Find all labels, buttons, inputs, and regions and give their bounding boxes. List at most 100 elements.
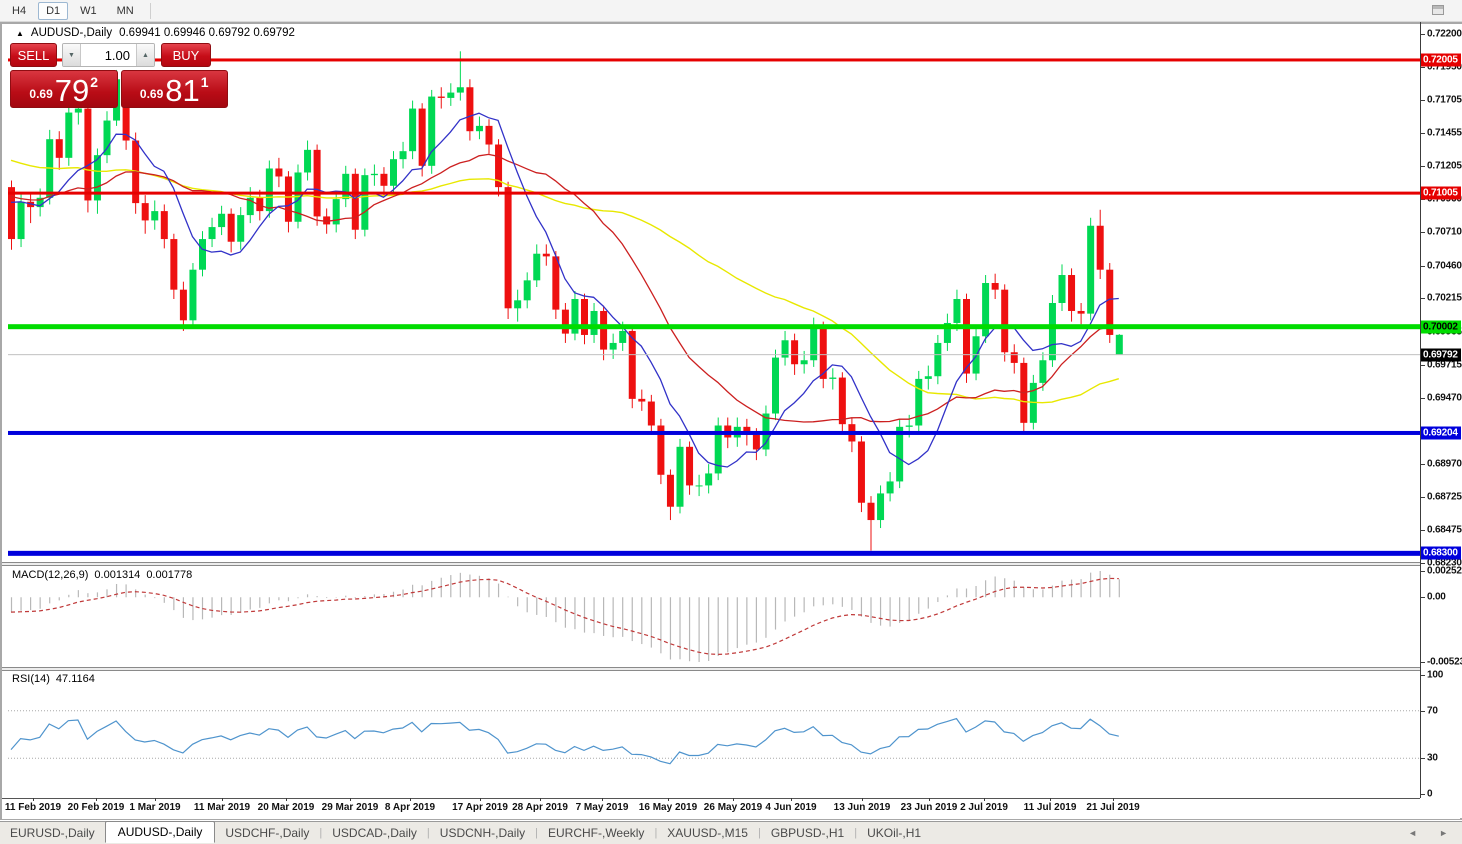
axis-tick	[1421, 530, 1425, 532]
buy-button[interactable]: BUY	[161, 43, 211, 67]
ask-price-big: 81	[165, 72, 200, 108]
date-tick-label: 20 Mar 2019	[257, 802, 315, 813]
axis-tick	[1421, 298, 1425, 300]
chart-symbol-label: AUDUSD-,Daily	[30, 27, 113, 39]
sell-button[interactable]: SELL	[10, 43, 57, 67]
axis-tick	[1421, 397, 1425, 399]
date-tick-label: 11 Feb 2019	[4, 802, 62, 813]
tab-scroll-left-icon[interactable]: ◄	[1408, 828, 1418, 838]
tab-separator: |	[757, 827, 761, 839]
price-tick-label: 0.70460	[1427, 260, 1462, 272]
price-axis[interactable]: 0.722000.719500.717050.714550.712050.709…	[1421, 24, 1462, 818]
volume-stepper: ▼ ▲	[62, 43, 155, 67]
macd-axis-label: -0.005234	[1427, 656, 1462, 668]
date-tick	[540, 798, 541, 801]
date-tick-label: 7 May 2019	[575, 802, 629, 813]
rsi-axis-label: 100	[1427, 669, 1444, 681]
rsi-value: 47.1164	[55, 673, 95, 685]
chart-tab-xauusd[interactable]: XAUUSD-,M15	[667, 826, 748, 840]
chart-tab-usdchf[interactable]: USDCHF-,Daily	[225, 826, 310, 840]
chart-tab-eurusd[interactable]: EURUSD-,Daily	[10, 826, 95, 840]
time-axis-line	[2, 798, 1420, 799]
pane-separator-rsi[interactable]	[2, 667, 1420, 671]
tab-separator: |	[654, 827, 658, 839]
ask-price-button[interactable]: 0.69 81 1	[120, 70, 228, 108]
price-tick-label: 0.71455	[1427, 127, 1462, 139]
ask-price-prefix: 0.69	[139, 87, 164, 101]
date-tick	[410, 798, 411, 801]
date-tick-label: 2 Jul 2019	[960, 802, 1008, 813]
price-level-badge: 0.69204	[1421, 426, 1461, 440]
date-tick	[668, 798, 669, 801]
bid-price-big: 79	[54, 72, 90, 108]
timeframe-button-d1[interactable]: D1	[38, 1, 69, 20]
date-tick	[222, 798, 223, 801]
date-tick-label: 11 Mar 2019	[193, 802, 251, 813]
chart-tab-ukoil[interactable]: UKOil-,H1	[867, 826, 922, 840]
macd-signal-value: 0.001778	[146, 569, 193, 581]
rsi-axis-label: 30	[1427, 752, 1438, 764]
axis-tick	[1421, 265, 1425, 267]
price-tick-label: 0.68230	[1427, 557, 1462, 569]
macd-main-value: 0.001314	[94, 569, 141, 581]
bid-price-prefix: 0.69	[29, 87, 53, 101]
timeframe-button-h4[interactable]: H4	[12, 4, 27, 17]
tab-scroll-right-icon[interactable]: ►	[1439, 828, 1448, 838]
date-tick	[862, 798, 863, 801]
chart-tab-eurchf[interactable]: EURCHF-,Weekly	[547, 826, 645, 840]
chart-tab-gbpusd[interactable]: GBPUSD-,H1	[770, 826, 845, 840]
rsi-label: RSI(14) 47.1164	[12, 673, 95, 685]
axis-tick	[1421, 464, 1425, 466]
timeframe-button-mn[interactable]: MN	[116, 4, 134, 17]
axis-tick	[1421, 232, 1425, 234]
rsi-axis-label: 0	[1427, 788, 1433, 800]
price-level-badge: 0.70002	[1421, 320, 1461, 334]
tab-separator: |	[319, 827, 323, 839]
price-level-badge: 0.68300	[1421, 546, 1461, 560]
axis-tick	[1421, 662, 1425, 663]
price-tick-label: 0.70215	[1427, 292, 1462, 304]
price-level-badge: 0.71005	[1421, 186, 1461, 200]
date-tick-label: 21 Jul 2019	[1086, 802, 1140, 813]
date-tick	[984, 798, 985, 801]
pane-separator-macd[interactable]	[2, 562, 1420, 566]
axis-tick	[1421, 794, 1425, 795]
chart-tab-audusd[interactable]: AUDUSD-,Daily	[104, 821, 216, 843]
date-tick	[929, 798, 930, 801]
tab-separator: |	[426, 827, 430, 839]
date-tick-label: 11 Jul 2019	[1023, 802, 1077, 813]
bid-price-button[interactable]: 0.69 79 2	[10, 70, 118, 108]
price-chart-canvas	[8, 51, 1420, 765]
axis-tick	[1421, 166, 1425, 168]
date-tick	[155, 798, 156, 801]
window-restore-icon[interactable]	[1432, 5, 1444, 15]
volume-increase-icon[interactable]: ▲	[136, 44, 154, 66]
axis-tick	[1421, 199, 1425, 201]
volume-decrease-icon[interactable]: ▼	[63, 44, 81, 66]
date-tick	[350, 798, 351, 801]
price-tick-label: 0.72200	[1427, 28, 1462, 40]
chart-tab-usdcad[interactable]: USDCAD-,Daily	[332, 826, 417, 840]
date-tick	[33, 798, 34, 801]
date-tick	[602, 798, 603, 801]
chart-tab-usdcnh[interactable]: USDCNH-,Daily	[439, 826, 526, 840]
price-tick-label: 0.71950	[1427, 61, 1462, 73]
price-tick-label: 0.68970	[1427, 458, 1462, 470]
date-tick-label: 13 Jun 2019	[833, 802, 891, 813]
date-tick-label: 8 Apr 2019	[384, 802, 436, 813]
date-tick-label: 4 Jun 2019	[765, 802, 817, 813]
date-tick	[96, 798, 97, 801]
price-level-badge: 0.69792	[1421, 348, 1461, 362]
date-tick-label: 1 Mar 2019	[129, 802, 181, 813]
axis-tick	[1421, 758, 1425, 760]
axis-tick	[1421, 33, 1425, 35]
volume-input[interactable]	[81, 44, 136, 66]
timeframe-button-w1[interactable]: W1	[80, 4, 97, 17]
chart-tab-bar: EURUSD-,Daily AUDUSD-,Daily USDCHF-,Daily |…	[0, 821, 1462, 844]
date-tick-label: 20 Feb 2019	[67, 802, 125, 813]
tab-scroll-arrows: ◄ ►	[1408, 828, 1448, 838]
price-axis-line	[1420, 22, 1421, 798]
price-level-badge: 0.72005	[1421, 53, 1461, 67]
chart-ohlc-quotes: 0.69941 0.69946 0.69792 0.69792	[119, 27, 295, 39]
